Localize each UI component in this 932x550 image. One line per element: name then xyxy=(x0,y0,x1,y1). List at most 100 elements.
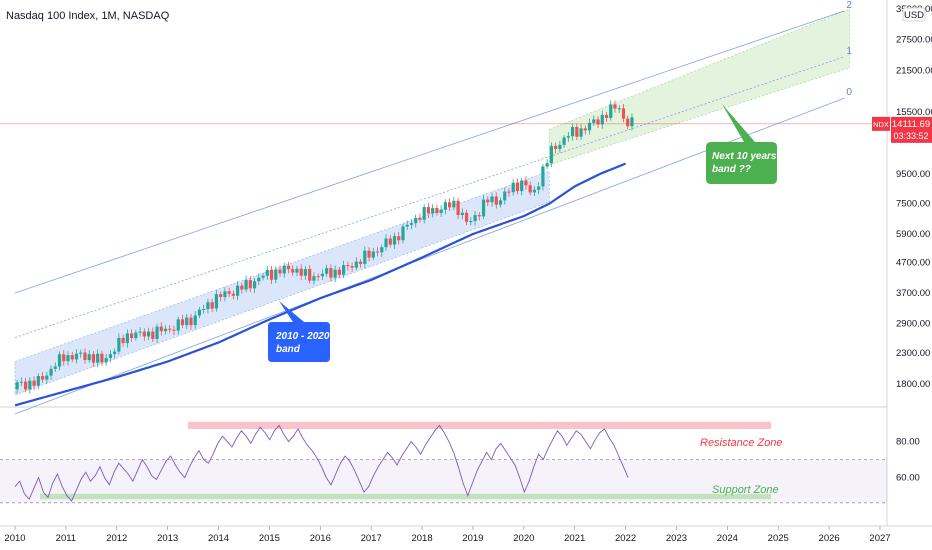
candle-body xyxy=(524,180,528,186)
candle-body xyxy=(74,353,79,360)
candle-body xyxy=(630,117,634,127)
fib-label-0: 0 xyxy=(846,87,852,98)
candle-body xyxy=(392,236,397,245)
candle-body xyxy=(626,118,630,127)
candle-body xyxy=(596,119,600,125)
candle-body xyxy=(448,202,452,208)
candle-body xyxy=(130,333,134,339)
candle-body xyxy=(202,309,206,311)
resistance-zone-label: Resistance Zone xyxy=(700,437,783,449)
candle-body xyxy=(19,381,23,383)
candle-body xyxy=(45,375,49,380)
candle-body xyxy=(210,302,214,309)
candle-body xyxy=(257,277,261,282)
candle-body xyxy=(609,104,613,118)
price-tick-label: 4700.00 xyxy=(896,258,930,269)
candle-body xyxy=(155,326,159,339)
candle-body xyxy=(291,269,295,273)
candle-body xyxy=(227,291,231,294)
candle-body xyxy=(337,269,341,275)
candle-body xyxy=(91,354,96,363)
candle-body xyxy=(193,315,197,326)
candle-body xyxy=(511,182,515,193)
candle-body xyxy=(248,280,252,289)
candle-body xyxy=(240,285,244,290)
candle-body xyxy=(329,268,333,278)
candle-body xyxy=(367,250,371,258)
candle-body xyxy=(498,200,503,205)
bands xyxy=(14,8,850,396)
candle-body xyxy=(592,119,596,123)
rsi-pane xyxy=(0,421,887,504)
price-tag-bg xyxy=(891,116,932,143)
candle-body xyxy=(189,317,193,326)
candle-body xyxy=(333,269,337,278)
candle-body xyxy=(541,166,545,187)
currency-badge xyxy=(902,7,926,22)
candle-body xyxy=(104,358,108,363)
callout-new-band[interactable]: Next 10 years band ?? xyxy=(706,104,777,184)
candle-body xyxy=(384,238,388,248)
candle-body xyxy=(503,191,507,201)
candle-body xyxy=(219,294,223,298)
moving-average xyxy=(14,162,626,407)
candle-body xyxy=(185,317,189,326)
price-tick-label: 2300.00 xyxy=(896,348,930,359)
x-tick-label: 2011 xyxy=(56,533,76,544)
candle-body xyxy=(172,329,176,331)
candle-body xyxy=(566,136,570,138)
candle-body xyxy=(507,191,511,193)
candle-body xyxy=(388,238,392,245)
x-tick-label: 2014 xyxy=(208,533,229,544)
fib-label-1: 1 xyxy=(846,46,852,57)
candle-body xyxy=(350,266,354,268)
x-tick-label: 2024 xyxy=(717,533,738,544)
candle-body xyxy=(545,163,549,167)
candle-body xyxy=(537,186,541,190)
price-tick-label: 27500.00 xyxy=(896,35,932,46)
candle-body xyxy=(456,200,460,215)
x-tick-label: 2023 xyxy=(666,533,687,544)
candle-body xyxy=(409,223,414,225)
candle-body xyxy=(549,145,553,164)
candle-body xyxy=(274,269,278,280)
candle-body xyxy=(464,212,469,222)
callout-bubble-green xyxy=(706,104,777,184)
resistance-zone xyxy=(188,421,771,429)
callout-old-line1: 2010 - 2020 xyxy=(275,331,330,342)
fib-channel-level_2 xyxy=(14,10,845,294)
candle-body xyxy=(371,251,375,258)
candle-body xyxy=(142,331,146,337)
x-tick-label: 2021 xyxy=(564,533,585,544)
candle-body xyxy=(575,126,579,137)
candle-body xyxy=(532,189,537,193)
candle-body xyxy=(66,355,70,362)
candle-body xyxy=(414,217,418,224)
candle-body xyxy=(53,366,57,369)
candle-body xyxy=(108,354,113,359)
candle-body xyxy=(278,269,282,274)
band-next-10-years xyxy=(548,8,850,166)
candle-body xyxy=(168,328,172,330)
candle-body xyxy=(435,208,439,213)
candle-body xyxy=(197,309,202,316)
candle-body xyxy=(320,273,325,277)
last-price-value: 14111.69 xyxy=(892,119,930,130)
candle-body xyxy=(558,144,562,149)
candle-body xyxy=(28,380,32,390)
price-tick-label: 9500.00 xyxy=(896,169,930,180)
candle-body xyxy=(96,353,100,363)
callout-bubble-blue xyxy=(268,301,330,362)
candle-body xyxy=(342,265,346,275)
candle-body xyxy=(579,128,583,137)
price-tick-label: 21500.00 xyxy=(896,66,932,77)
candle-body xyxy=(265,269,269,276)
candle-body xyxy=(214,294,219,309)
x-tick-label: 2018 xyxy=(411,533,432,544)
candle-body xyxy=(481,199,486,217)
candle-body xyxy=(231,293,235,296)
candle-body xyxy=(562,137,566,145)
candle-body xyxy=(405,224,409,227)
callout-old-band[interactable]: 2010 - 2020 band xyxy=(268,301,330,362)
